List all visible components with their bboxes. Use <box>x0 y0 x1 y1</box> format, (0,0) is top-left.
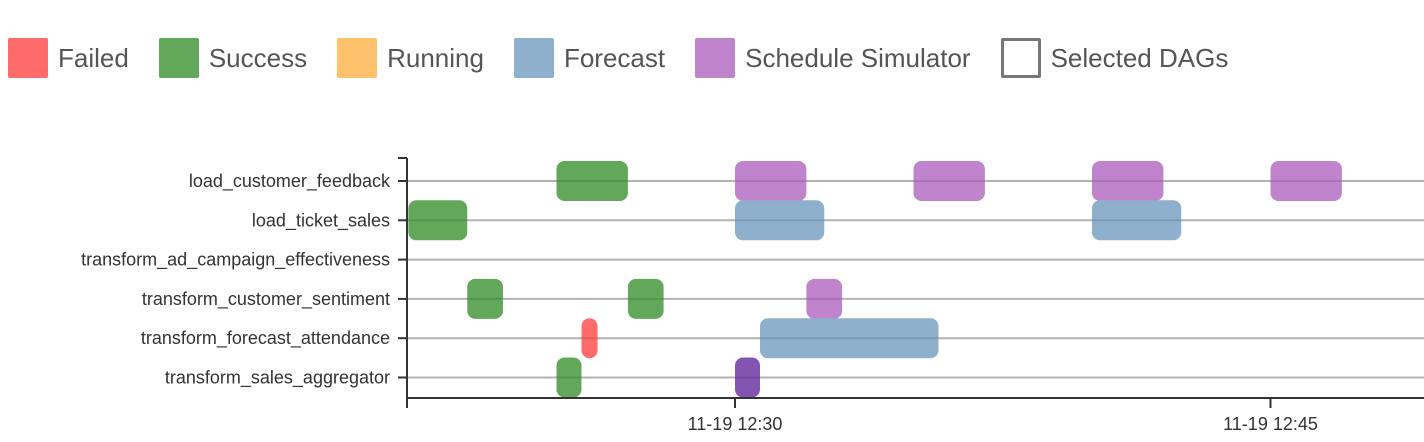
bar-success-load_ticket_sales[interactable] <box>408 200 468 241</box>
legend: Failed Success Running Forecast Schedule Sim… <box>8 38 1258 78</box>
legend-swatch-selected <box>1000 38 1041 78</box>
row-label-transform_forecast_attendance: transform_forecast_attendance <box>141 328 390 349</box>
row-labels: load_customer_feedback load_ticket_salest… <box>81 171 391 389</box>
bar-schedule-load_customer_feedback[interactable] <box>1092 161 1164 201</box>
legend-swatch-schedule <box>695 38 736 78</box>
bar-forecast-transform_forecast_attendance[interactable] <box>759 318 939 359</box>
bar-success-transform_sales_aggregator[interactable] <box>556 357 582 398</box>
x-tick-label: 11-19 12:45 <box>1223 414 1318 434</box>
row-label-transform_ad_campaign_effectiveness: transform_ad_campaign_effectiveness <box>81 250 390 271</box>
legend-swatch-forecast <box>513 38 554 78</box>
bar-schedule-load_customer_feedback[interactable] <box>1270 161 1342 201</box>
legend-label-running: Running <box>387 42 484 73</box>
axes: 11-19 12:30 11-19 12:45 <box>398 157 1424 434</box>
legend-label-failed: Failed <box>58 42 129 73</box>
row-label-transform_customer_sentiment: transform_customer_sentiment <box>142 289 390 310</box>
x-tick-label: 11-19 12:30 <box>688 414 783 434</box>
legend-item-selected[interactable]: Selected DAGs <box>1000 38 1229 78</box>
legend-swatch-failed <box>8 38 48 78</box>
bar-overlap-transform_sales_aggregator[interactable] <box>735 357 760 398</box>
bar-failed-transform_forecast_attendance[interactable] <box>581 318 598 359</box>
legend-label-selected: Selected DAGs <box>1050 42 1229 73</box>
legend-swatch-running <box>337 38 378 78</box>
bar-success-load_customer_feedback[interactable] <box>556 161 628 201</box>
bar-forecast-load_ticket_sales[interactable] <box>1092 200 1182 241</box>
legend-swatch-success <box>158 38 199 78</box>
legend-item-schedule[interactable]: Schedule Simulator <box>695 38 971 78</box>
bar-schedule-load_customer_feedback[interactable] <box>735 161 807 201</box>
row-label-load_customer_feedback: load_customer_feedback <box>189 171 391 192</box>
bar-forecast-load_ticket_sales[interactable] <box>735 200 825 241</box>
bar-success-transform_customer_sentiment[interactable] <box>627 278 664 319</box>
bar-schedule-transform_customer_sentiment[interactable] <box>806 278 843 319</box>
bar-success-transform_customer_sentiment[interactable] <box>467 278 503 319</box>
legend-label-schedule: Schedule Simulator <box>745 42 971 73</box>
row-label-transform_sales_aggregator: transform_sales_aggregator <box>165 368 390 389</box>
legend-label-success: Success <box>208 42 308 73</box>
legend-item-success[interactable]: Success <box>158 38 308 78</box>
legend-label-forecast: Forecast <box>563 42 666 73</box>
bars <box>407 161 1424 398</box>
legend-item-failed[interactable]: Failed <box>8 38 129 78</box>
legend-item-running[interactable]: Running <box>337 38 484 78</box>
row-label-load_ticket_sales: load_ticket_sales <box>252 210 390 231</box>
bar-schedule-load_customer_feedback[interactable] <box>913 161 985 201</box>
legend-item-forecast[interactable]: Forecast <box>513 38 666 78</box>
